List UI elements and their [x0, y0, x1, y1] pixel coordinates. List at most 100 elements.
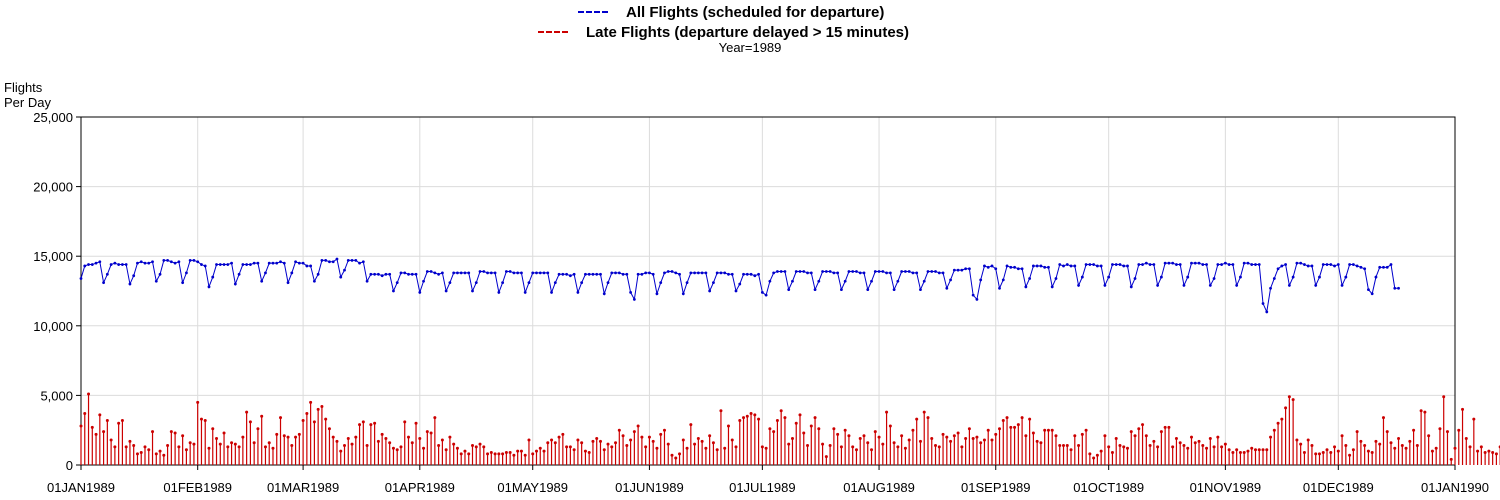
- late-flights-point: [79, 424, 83, 428]
- late-flights-point: [1476, 449, 1480, 453]
- late-flights-point: [1080, 432, 1084, 436]
- late-flights-point: [486, 452, 490, 456]
- all-flights-point: [407, 272, 410, 276]
- late-flights-point: [369, 423, 373, 427]
- all-flights-point: [471, 289, 474, 293]
- all-flights-point: [749, 272, 753, 276]
- late-flights-point: [964, 437, 968, 441]
- late-flights-point: [1333, 445, 1337, 449]
- late-flights-point: [1393, 446, 1397, 450]
- all-flights-point: [1077, 284, 1080, 287]
- all-flights-point: [734, 289, 738, 293]
- all-flights-point: [136, 261, 139, 265]
- late-flights-point: [934, 444, 938, 448]
- late-flights-point: [1408, 439, 1412, 443]
- late-flights-point: [407, 435, 411, 439]
- late-flights-point: [1284, 406, 1288, 410]
- all-flights-point: [128, 282, 132, 286]
- late-flights-point: [583, 449, 587, 453]
- late-flights-point: [1453, 446, 1457, 450]
- late-flights-point: [192, 442, 196, 446]
- late-flights-point: [207, 446, 211, 450]
- all-flights-point: [380, 274, 384, 278]
- all-flights-point: [873, 270, 877, 273]
- late-flights-point: [982, 438, 986, 442]
- late-flights-point: [275, 432, 279, 436]
- late-flights-point: [1310, 444, 1314, 448]
- late-flights-point: [1046, 428, 1050, 432]
- all-flights-point: [516, 271, 520, 275]
- all-flights-point: [181, 281, 185, 285]
- all-flights-point: [828, 270, 832, 273]
- late-flights-point: [135, 452, 139, 456]
- late-flights-point: [1299, 442, 1303, 446]
- all-flights-point: [764, 293, 768, 297]
- legend-label-late-flights: Late Flights (departure delayed > 15 min…: [586, 23, 909, 41]
- all-flights-point: [358, 261, 361, 265]
- all-flights-point: [467, 271, 471, 275]
- late-flights-point: [719, 409, 723, 413]
- late-flights-point: [779, 409, 783, 413]
- all-flights-point: [1118, 263, 1122, 266]
- all-flights-point: [173, 261, 177, 265]
- late-flights-point: [1039, 441, 1043, 445]
- late-flights-point: [470, 444, 474, 448]
- late-flights-point: [632, 430, 636, 434]
- all-flights-point: [591, 272, 595, 276]
- late-flights-point: [1231, 450, 1235, 454]
- late-flights-point: [199, 417, 203, 421]
- all-flights-point: [584, 272, 587, 276]
- late-flights-point: [120, 418, 124, 422]
- all-flights-point: [1239, 275, 1242, 279]
- all-flights-point: [855, 270, 858, 273]
- late-flights-point: [1378, 442, 1382, 446]
- all-flights-point: [1303, 263, 1306, 266]
- all-flights-point: [640, 272, 644, 276]
- late-flights-point: [617, 428, 621, 432]
- all-flights-point: [738, 282, 742, 286]
- all-flights-point: [414, 272, 418, 276]
- all-flights-point: [429, 270, 433, 273]
- all-flights-point: [832, 271, 836, 275]
- late-flights-point: [493, 452, 497, 456]
- late-flights-point: [994, 432, 998, 436]
- late-flights-point: [391, 446, 395, 450]
- all-flights-point: [546, 271, 550, 275]
- all-flights-point: [806, 271, 809, 275]
- all-flights-point: [478, 270, 482, 273]
- all-flights-point: [98, 260, 102, 264]
- all-flights-point: [1167, 261, 1171, 265]
- late-flights-point: [297, 432, 301, 436]
- late-flights-point: [693, 442, 697, 446]
- all-flights-point: [474, 281, 478, 285]
- all-flights-point: [139, 260, 143, 264]
- late-flights-point: [1468, 445, 1472, 449]
- all-flights-point: [862, 271, 866, 275]
- late-flights-point: [1404, 446, 1408, 450]
- late-flights-point: [681, 438, 685, 442]
- late-flights-point: [388, 441, 392, 445]
- all-flights-point: [798, 270, 802, 273]
- all-flights-point: [983, 264, 986, 268]
- all-flights-point: [459, 271, 463, 275]
- all-flights-point: [610, 271, 614, 275]
- late-flights-point: [1442, 395, 1446, 399]
- late-flights-point: [1348, 453, 1352, 457]
- all-flights-point: [696, 271, 700, 275]
- late-flights-point: [1336, 449, 1340, 453]
- all-flights-point: [218, 263, 222, 266]
- late-flights-point: [1269, 435, 1273, 439]
- late-flights-point: [587, 450, 591, 454]
- all-flights-point: [689, 271, 693, 275]
- late-flights-point: [169, 430, 173, 434]
- late-flights-point: [546, 441, 550, 445]
- all-flights-point: [1111, 263, 1114, 266]
- late-flights-point: [742, 416, 746, 420]
- late-flights-point: [915, 417, 919, 421]
- all-flights-point: [1035, 264, 1039, 268]
- late-flights-point: [218, 442, 222, 446]
- late-flights-point: [666, 442, 670, 446]
- all-flights-point: [678, 272, 681, 276]
- all-flights-point: [700, 271, 704, 275]
- late-flights-point: [753, 413, 757, 417]
